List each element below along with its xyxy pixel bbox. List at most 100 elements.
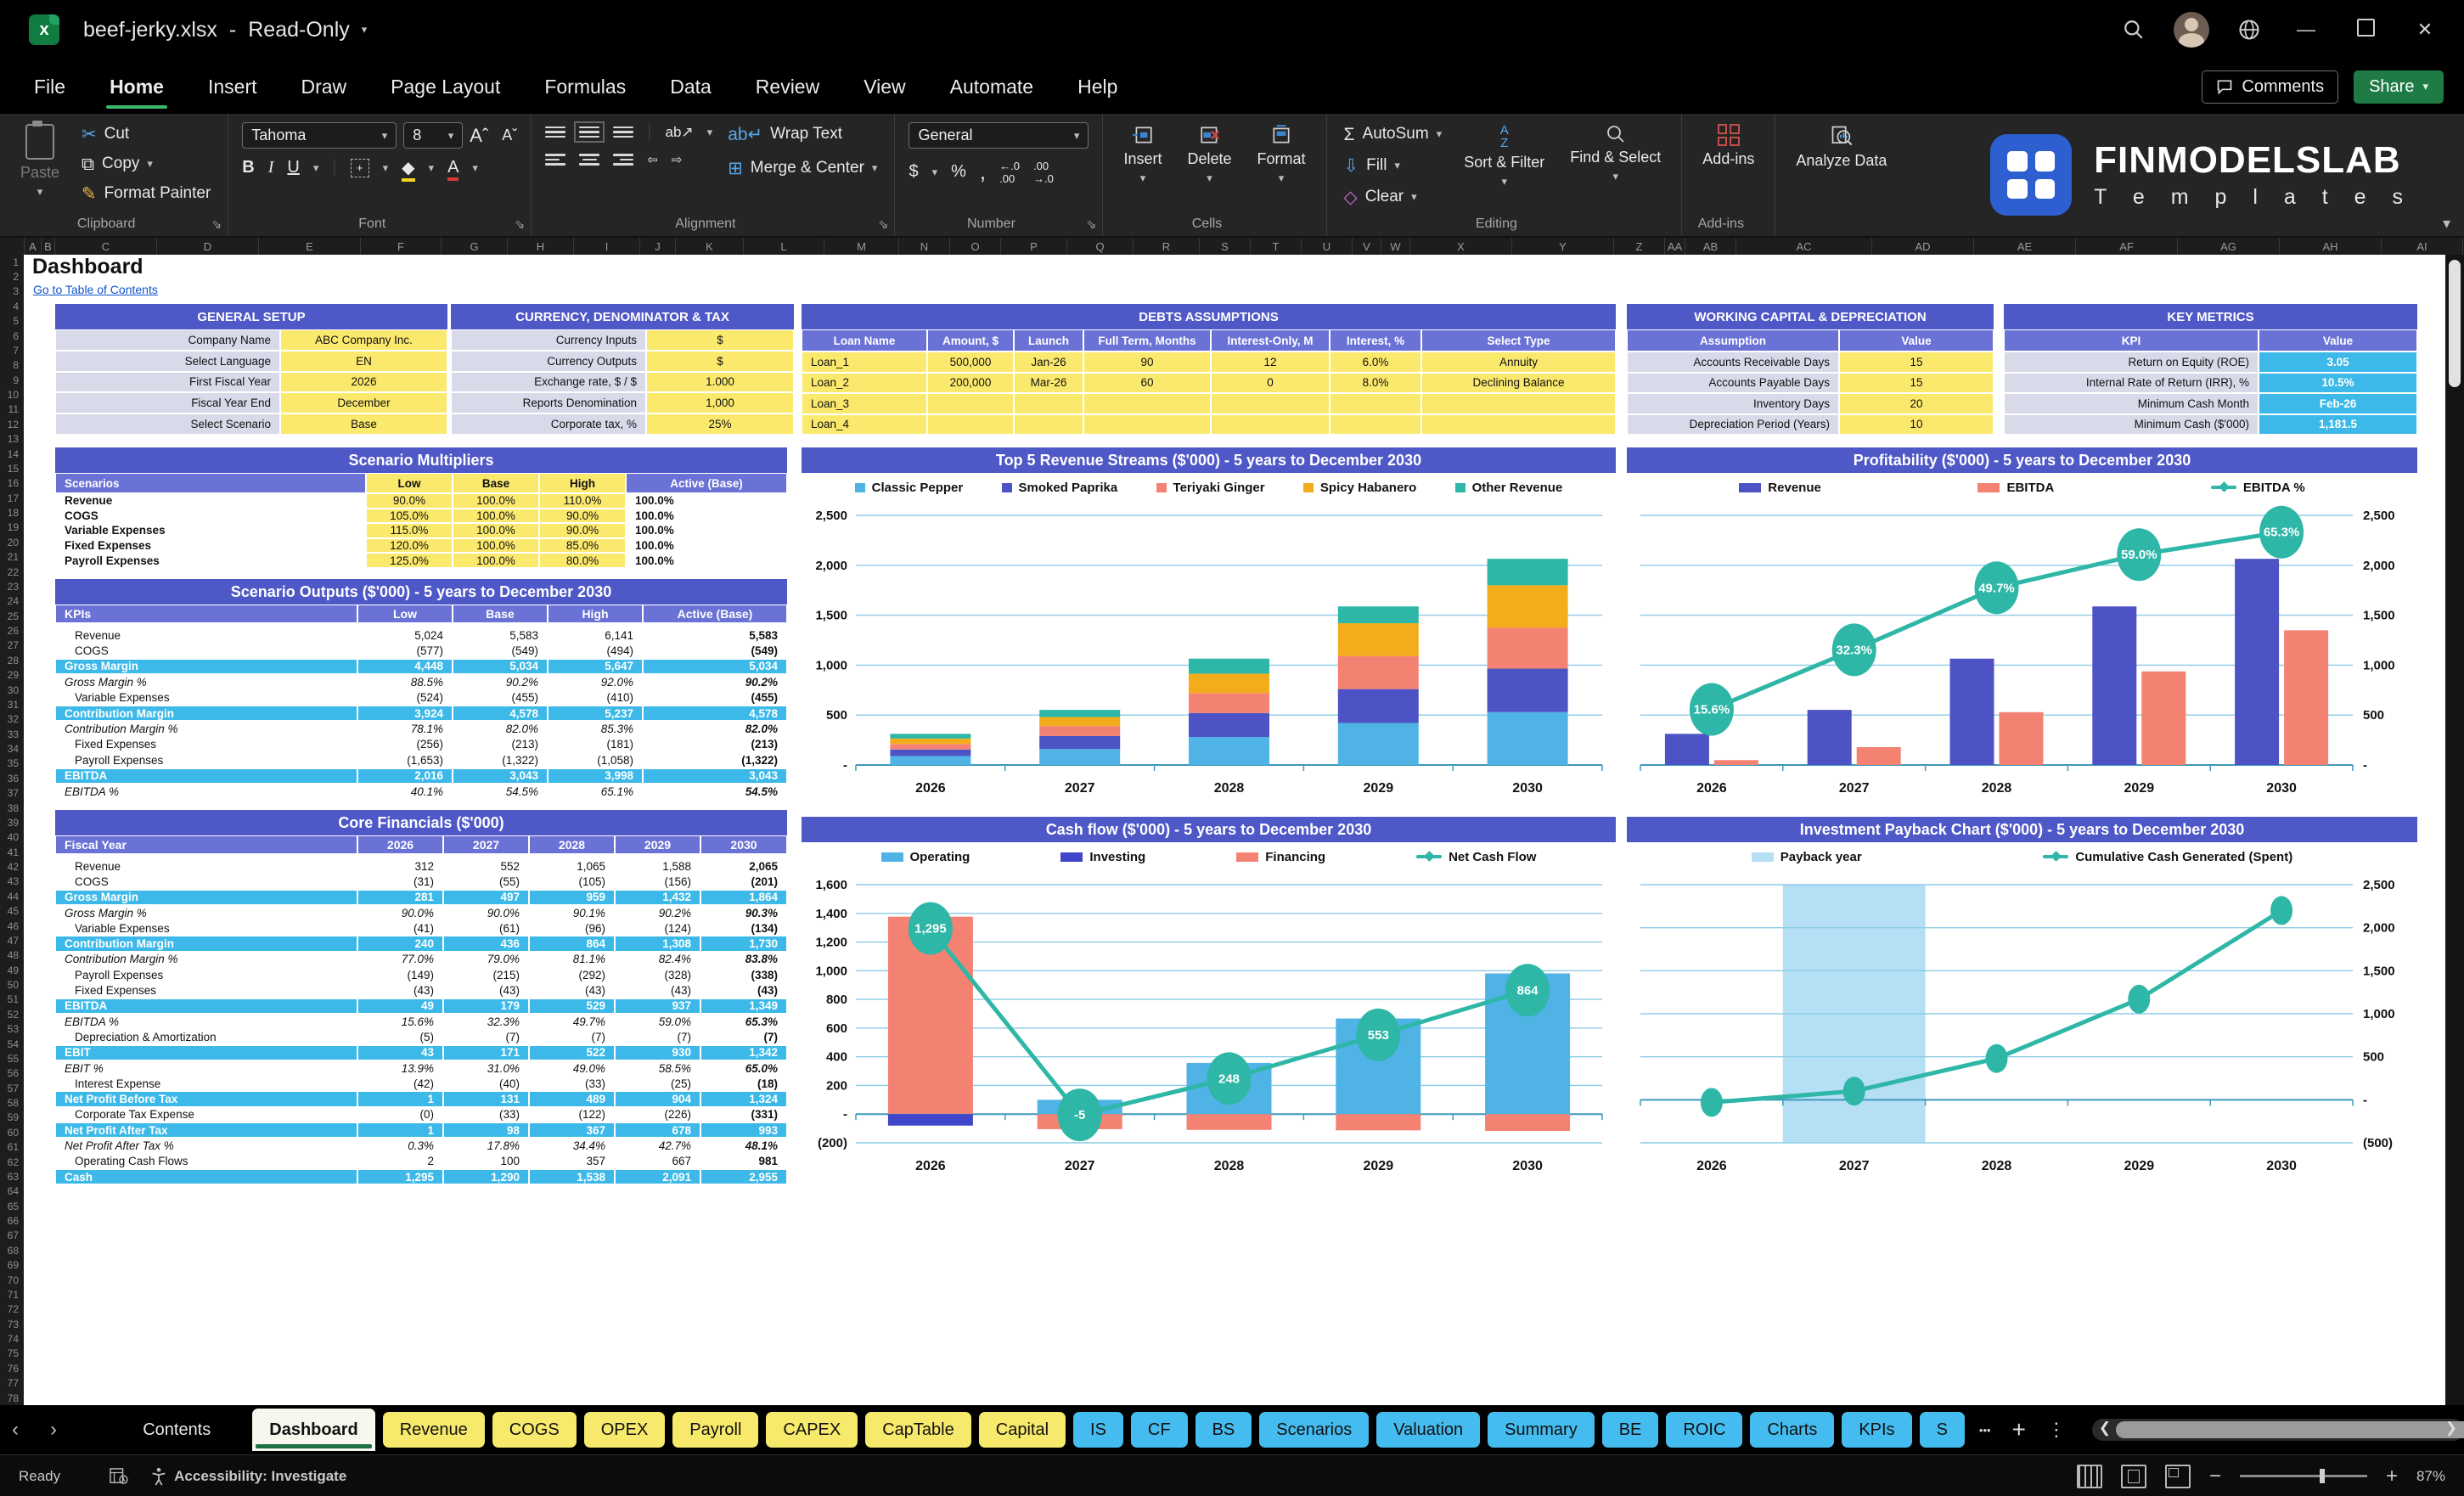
- table-cell[interactable]: (292): [529, 967, 615, 983]
- row-header-42[interactable]: 42: [7, 861, 19, 874]
- new-sheet-button[interactable]: +: [2011, 1416, 2026, 1443]
- zoom-in-icon[interactable]: +: [2385, 1464, 2398, 1488]
- table-cell[interactable]: Exchange rate, $ / $: [451, 371, 646, 393]
- table-cell[interactable]: 65.0%: [700, 1060, 787, 1077]
- row-header-44[interactable]: 44: [7, 890, 19, 903]
- table-cell[interactable]: (41): [357, 920, 443, 936]
- table-cell[interactable]: 90.2%: [615, 904, 700, 921]
- row-header-14[interactable]: 14: [7, 447, 19, 460]
- row-label[interactable]: Fixed Expenses: [55, 736, 357, 753]
- column-header-U[interactable]: U: [1302, 238, 1353, 255]
- row-header-28[interactable]: 28: [7, 654, 19, 666]
- table-cell[interactable]: [1211, 393, 1330, 414]
- table-cell[interactable]: 85.3%: [548, 721, 643, 737]
- table-cell[interactable]: 115.0%: [366, 523, 453, 538]
- table-cell[interactable]: 1,000: [646, 392, 794, 414]
- sheet-tab-bs[interactable]: BS: [1195, 1412, 1252, 1448]
- row-header-43[interactable]: 43: [7, 875, 19, 888]
- row-label[interactable]: Net Profit After Tax %: [55, 1138, 357, 1154]
- column-header-AD[interactable]: AD: [1872, 238, 1974, 255]
- table-cell[interactable]: (149): [357, 967, 443, 983]
- table-cell[interactable]: 100.0%: [626, 508, 787, 524]
- table-cell[interactable]: 2026: [280, 371, 447, 393]
- table-cell[interactable]: 58.5%: [615, 1060, 700, 1077]
- table-cell[interactable]: Variable Expenses: [55, 523, 366, 538]
- table-cell[interactable]: 83.8%: [700, 951, 787, 968]
- align-middle-icon[interactable]: [574, 121, 605, 143]
- table-cell[interactable]: (226): [615, 1106, 700, 1123]
- table-cell[interactable]: Loan_1: [802, 352, 927, 373]
- table-cell[interactable]: (5): [357, 1029, 443, 1045]
- table-cell[interactable]: Base: [280, 413, 447, 435]
- table-cell[interactable]: [927, 413, 1014, 435]
- globe-icon[interactable]: [2235, 15, 2264, 44]
- table-cell[interactable]: (494): [548, 643, 643, 659]
- column-header[interactable]: 2029: [615, 835, 700, 854]
- column-header-AE[interactable]: AE: [1974, 238, 2076, 255]
- table-cell[interactable]: 40.1%: [357, 783, 453, 800]
- table-cell[interactable]: 667: [615, 1153, 700, 1169]
- row-header-34[interactable]: 34: [7, 743, 19, 756]
- table-cell[interactable]: 1: [357, 1091, 443, 1107]
- table-cell[interactable]: Currency Outputs: [451, 350, 646, 372]
- row-label[interactable]: Contribution Margin %: [55, 721, 357, 737]
- fill-color-icon[interactable]: ◆: [402, 159, 415, 177]
- horizontal-scrollbar[interactable]: ❮ ❯: [2091, 1419, 2464, 1441]
- currency-format-icon[interactable]: $: [909, 162, 919, 181]
- paste-button[interactable]: Paste ▾: [14, 121, 66, 200]
- font-color-icon[interactable]: A: [447, 158, 459, 177]
- menu-tab-formulas[interactable]: Formulas: [544, 75, 627, 98]
- hscroll-left-icon[interactable]: ❮: [2098, 1420, 2112, 1436]
- table-cell[interactable]: (213): [453, 736, 548, 753]
- column-header-N[interactable]: N: [899, 238, 950, 255]
- table-cell[interactable]: 90.1%: [529, 904, 615, 921]
- table-cell[interactable]: Accounts Receivable Days: [1627, 352, 1839, 373]
- table-cell[interactable]: 1,308: [615, 936, 700, 952]
- table-cell[interactable]: 90.0%: [539, 523, 626, 538]
- table-cell[interactable]: 100.0%: [453, 508, 539, 524]
- page-layout-view-icon[interactable]: [2120, 1464, 2146, 1488]
- row-header-67[interactable]: 67: [7, 1229, 19, 1242]
- table-cell[interactable]: (18): [700, 1076, 787, 1092]
- analyze-data-button[interactable]: Analyze Data: [1789, 122, 1893, 172]
- column-header[interactable]: 2030: [700, 835, 787, 854]
- table-cell[interactable]: Return on Equity (ROE): [2004, 352, 2259, 373]
- row-label[interactable]: Cash: [55, 1168, 357, 1185]
- menu-tab-help[interactable]: Help: [1077, 75, 1118, 98]
- sheet-tab-payroll[interactable]: Payroll: [672, 1412, 759, 1448]
- column-header-G[interactable]: G: [442, 238, 508, 255]
- merge-center-button[interactable]: ⊞ Merge & Center ▾: [728, 158, 878, 178]
- addins-button[interactable]: Add-ins: [1696, 122, 1761, 170]
- table-cell[interactable]: 489: [529, 1091, 615, 1107]
- column-header[interactable]: High: [548, 605, 643, 623]
- row-header-52[interactable]: 52: [7, 1008, 19, 1021]
- menu-tab-home[interactable]: Home: [87, 64, 186, 110]
- table-cell[interactable]: 5,583: [643, 627, 787, 644]
- table-cell[interactable]: 937: [615, 998, 700, 1014]
- share-button[interactable]: Share ▾: [2354, 70, 2444, 104]
- row-header-70[interactable]: 70: [7, 1274, 19, 1286]
- row-header-23[interactable]: 23: [7, 580, 19, 593]
- column-header-W[interactable]: W: [1381, 238, 1410, 255]
- table-cell[interactable]: 49.7%: [529, 1013, 615, 1030]
- table-cell[interactable]: (122): [529, 1106, 615, 1123]
- column-header-L[interactable]: L: [744, 238, 824, 255]
- column-header[interactable]: Scenarios: [55, 473, 366, 493]
- table-cell[interactable]: 60: [1083, 372, 1211, 393]
- select-all-corner[interactable]: [0, 238, 25, 255]
- format-painter-button[interactable]: ✎ Format Painter: [82, 183, 211, 204]
- decrease-indent-icon[interactable]: ⇦: [647, 153, 658, 167]
- column-header-E[interactable]: E: [259, 238, 361, 255]
- menu-tab-file[interactable]: File: [34, 75, 66, 98]
- table-cell[interactable]: 90.2%: [643, 674, 787, 690]
- table-cell[interactable]: 131: [443, 1091, 529, 1107]
- row-header-4[interactable]: 4: [13, 300, 19, 312]
- table-cell[interactable]: 1,290: [443, 1168, 529, 1185]
- row-label[interactable]: Contribution Margin %: [55, 951, 357, 968]
- table-cell[interactable]: (524): [357, 689, 453, 706]
- table-cell[interactable]: 1.000: [646, 371, 794, 393]
- column-header[interactable]: Full Term, Months: [1083, 329, 1211, 352]
- decrease-font-icon[interactable]: Aˇ: [502, 127, 518, 143]
- row-header-26[interactable]: 26: [7, 625, 19, 638]
- column-header[interactable]: High: [539, 473, 626, 493]
